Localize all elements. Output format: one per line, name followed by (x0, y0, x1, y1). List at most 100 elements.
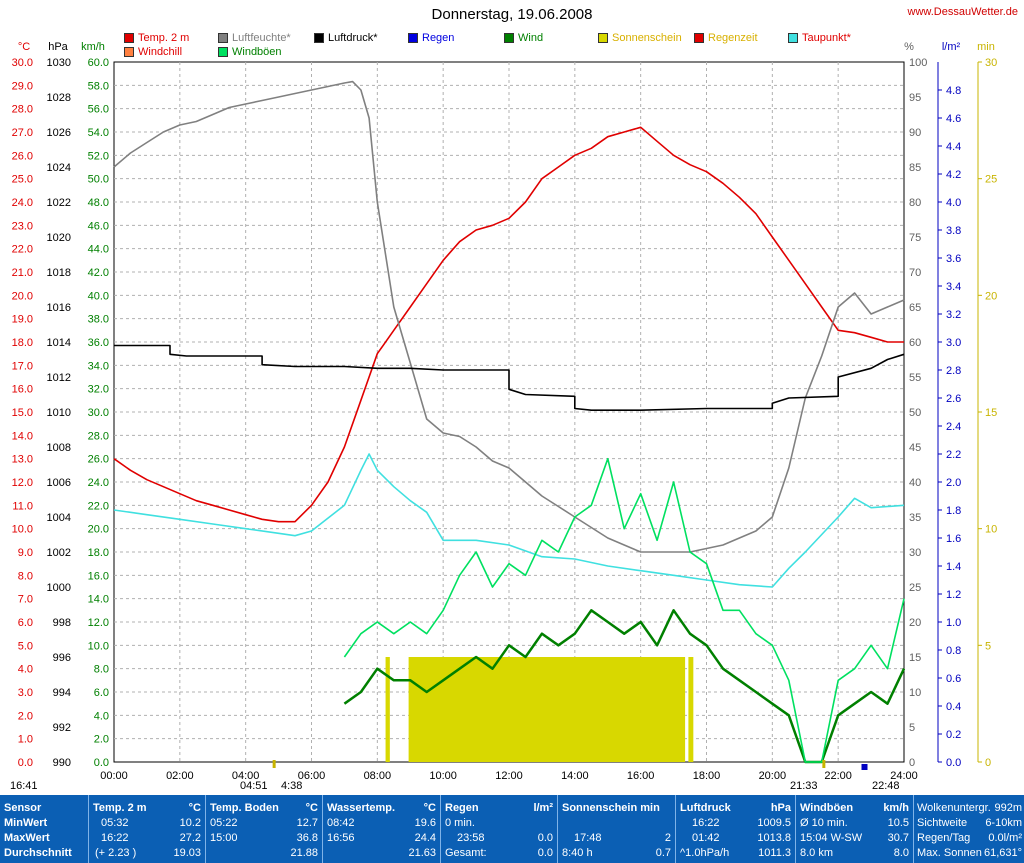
tick-label-rain: 4.8 (946, 85, 961, 97)
stats-cell: 24.4 (414, 832, 436, 844)
legend-rain: Regen (408, 32, 454, 44)
legend-label-windchill: Windchill (138, 46, 183, 58)
stats-cell: 12.7 (296, 817, 318, 829)
tick-label-wind: 6.0 (94, 687, 109, 699)
tick-label-rain: 3.8 (946, 225, 961, 237)
stats-cell: 6-10km (985, 817, 1022, 829)
tick-label-rain: 1.6 (946, 533, 961, 545)
tick-label-rain: 0.4 (946, 701, 961, 713)
tick-label-temp: 16.0 (12, 384, 33, 396)
tick-label-temp: 8.0 (18, 570, 33, 582)
legend-dewpoint: Taupunkt* (788, 32, 851, 44)
stats-sonne-header: Sonnenschein min (562, 802, 660, 814)
stats-cell: 1009.5 (757, 817, 791, 829)
stats-row-min: MinWert (4, 817, 48, 829)
tick-label-pressure: 1008 (47, 442, 71, 454)
stats-boden: Temp. Boden °C 05:22 12.7 15:00 36.8 21.88 (205, 795, 322, 863)
moon-time: 22:48 (872, 780, 900, 792)
stats-cell: 36.8 (296, 832, 318, 844)
tick-label-rain: 2.0 (946, 477, 961, 489)
stats-cell: 10.2 (179, 817, 201, 829)
stats-cell: 23:58 (457, 832, 485, 844)
legend-swatch-rain (408, 33, 418, 43)
stats-cell: 8.0 km (800, 847, 834, 859)
stats-boeen-unit: km/h (883, 802, 909, 814)
stats-cell: ^1.0hPa/h (680, 847, 730, 859)
stats-cell: 05:22 (210, 817, 238, 829)
tick-label-humidity: 90 (909, 127, 921, 139)
tick-label-rain: 0.2 (946, 729, 961, 741)
stats-boden-header: Temp. Boden (210, 802, 279, 814)
tick-label-temp: 22.0 (12, 244, 33, 256)
tick-label-time: 20:00 (759, 770, 787, 782)
axis-unit-rain: l/m² (942, 41, 961, 53)
tick-label-humidity: 95 (909, 92, 921, 104)
tick-label-humidity: 100 (909, 57, 927, 69)
legend: Temp. 2 m Luftfeuchte* Luftdruck* Regen … (0, 30, 1024, 60)
tick-label-temp: 4.0 (18, 664, 33, 676)
sunrise-time: 04:51 (240, 780, 268, 792)
tick-label-time: 22:00 (824, 770, 852, 782)
tick-label-pressure: 1028 (47, 92, 71, 104)
axis-unit-wind: km/h (81, 41, 105, 53)
axis-unit-sun: min (977, 41, 995, 53)
tick-label-temp: 25.0 (12, 174, 33, 186)
axis-unit-humidity: % (904, 41, 914, 53)
weather-chart: °C hPa km/h% l/m² min 30.0 29.0 28.0 27.0 26.0 25.… (12, 41, 998, 782)
tick-label-wind: 46.0 (88, 220, 109, 232)
left-time: 16:41 (10, 780, 38, 792)
legend-windchill: Windchill (124, 46, 182, 58)
stats-cell: 21.88 (290, 847, 318, 859)
stats-cell: Ø 10 min. (800, 817, 848, 829)
tick-label-wind: 2.0 (94, 734, 109, 746)
tick-label-time: 24:00 (890, 770, 918, 782)
stats-cell: 08:42 (327, 817, 355, 829)
tick-label-temp: 29.0 (12, 80, 33, 92)
stats-regen: Regen l/m² 0 min. 23:58 0.0 Gesamt: 0.0 (440, 795, 557, 863)
tick-label-sun: 30 (985, 57, 997, 69)
stats-temp-unit: °C (188, 802, 201, 814)
series-line-luftdruck (114, 344, 905, 412)
tick-label-rain: 3.2 (946, 309, 961, 321)
legend-temp: Temp. 2 m (124, 32, 189, 44)
tick-label-pressure: 1016 (47, 302, 71, 314)
tick-label-temp: 10.0 (12, 524, 33, 536)
tick-label-humidity: 60 (909, 337, 921, 349)
legend-label-temp: Temp. 2 m (138, 32, 190, 44)
tick-label-rain: 2.8 (946, 365, 961, 377)
tick-label-pressure: 994 (53, 687, 71, 699)
stats-cell: 0.0 (537, 847, 553, 859)
stats-cell: 0.7 (655, 847, 671, 859)
tick-label-humidity: 10 (909, 687, 921, 699)
legend-label-sun: Sonnenschein (612, 32, 682, 44)
tick-label-wind: 10.0 (88, 640, 109, 652)
stats-row-avg: Durchschnitt (4, 847, 72, 859)
legend-sun: Sonnenschein (598, 32, 682, 44)
stats-cell: 15:00 (210, 832, 238, 844)
site-link[interactable]: www.DessauWetter.de (907, 6, 1018, 18)
sunset-time: 21:33 (790, 780, 818, 792)
tick-label-sun: 20 (985, 290, 997, 302)
stats-regen-unit: l/m² (533, 802, 553, 814)
tick-label-rain: 0.0 (946, 757, 961, 769)
stats-cell: 21.63 (408, 847, 436, 859)
tick-label-pressure: 1024 (47, 162, 71, 174)
tick-label-temp: 15.0 (12, 407, 33, 419)
tick-label-sun: 25 (985, 174, 997, 186)
stats-wasser-header: Wassertemp. (327, 802, 396, 814)
stats-boeen: Windböen km/h Ø 10 min. 10.5 15:04 W-SW 30.… (795, 795, 913, 863)
stats-wasser: Wassertemp. °C 08:42 19.6 16:56 24.4 21.63 (322, 795, 440, 863)
tick-label-rain: 1.4 (946, 561, 961, 573)
tick-label-temp: 5.0 (18, 640, 33, 652)
legend-label-wind: Wind (518, 32, 544, 44)
tick-label-temp: 11.0 (12, 500, 33, 512)
tick-label-wind: 42.0 (88, 267, 109, 279)
tick-label-pressure: 1026 (47, 127, 71, 139)
stats-sensor-header: Sensor (4, 802, 42, 814)
axis-unit-pressure: hPa (48, 41, 68, 53)
tick-label-temp: 14.0 (12, 430, 33, 442)
legend-wind: Wind (504, 32, 543, 44)
tick-label-wind: 0.0 (94, 757, 109, 769)
stats-sensor: Sensor MinWert MaxWert Durchschnitt (0, 795, 88, 863)
tick-label-pressure: 1014 (47, 337, 71, 349)
